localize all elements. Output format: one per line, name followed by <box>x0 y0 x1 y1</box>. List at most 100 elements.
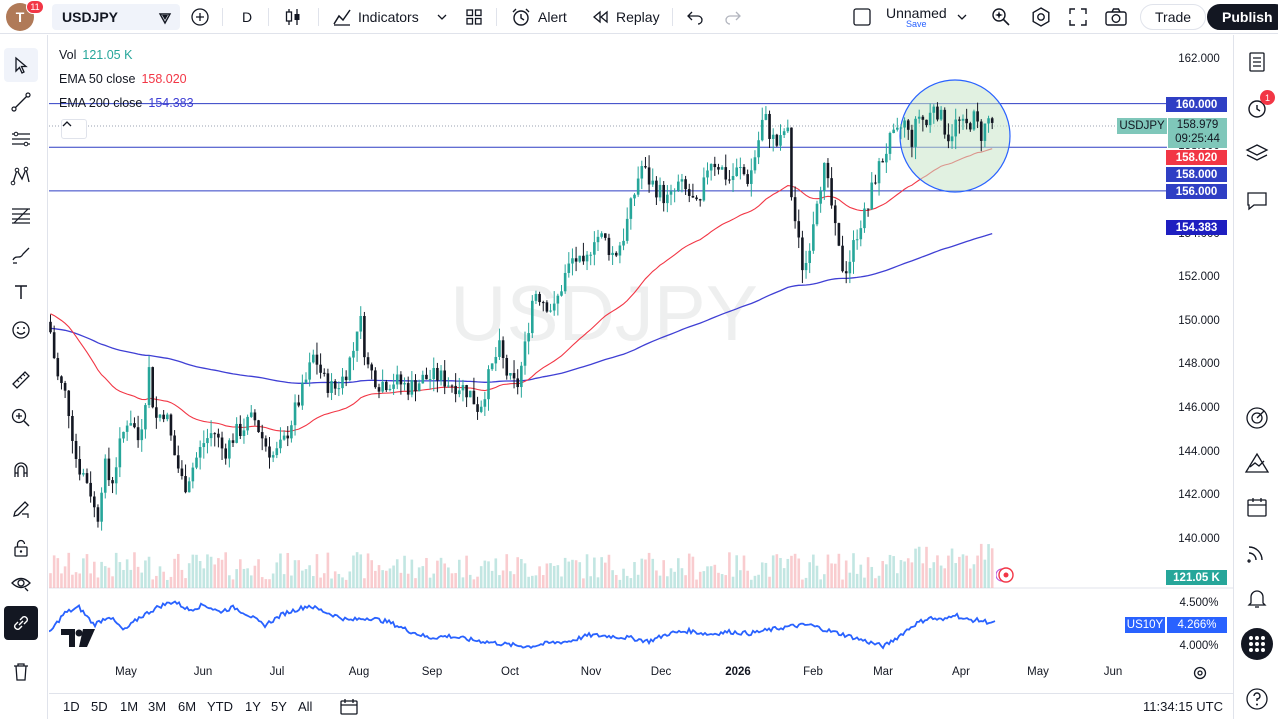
candle-body <box>863 208 866 229</box>
events-marker[interactable] <box>996 567 1032 583</box>
volume-bar <box>724 575 728 588</box>
candle-body <box>173 435 176 456</box>
range-button[interactable]: 5Y <box>271 699 287 714</box>
redo-icon <box>725 11 741 25</box>
candle-body <box>717 167 720 170</box>
alert-button[interactable]: Alert <box>510 0 567 34</box>
volume-bar <box>578 562 582 588</box>
remove-drawings-tool[interactable] <box>4 655 38 689</box>
templates-button[interactable] <box>464 0 484 34</box>
help-button[interactable] <box>1240 682 1274 716</box>
indicators-dropdown[interactable] <box>436 0 448 34</box>
indicators-button[interactable]: Indicators <box>332 0 419 34</box>
layout-checkbox[interactable] <box>852 0 872 34</box>
candle-body <box>253 412 257 421</box>
legend-collapse-button[interactable] <box>61 119 87 139</box>
symbol-info-icon[interactable] <box>158 11 172 28</box>
right-sidebar: 1 <box>1233 35 1278 719</box>
emoji-tool[interactable] <box>4 313 38 347</box>
publish-button[interactable]: Publish <box>1207 4 1278 30</box>
ema50-legend[interactable]: EMA 50 close 158.020 <box>59 70 187 88</box>
range-button[interactable]: All <box>298 699 313 714</box>
pattern-tool[interactable] <box>4 159 38 193</box>
alerts-button[interactable] <box>1240 91 1274 125</box>
ema200-legend-value: 154.383 <box>148 96 194 110</box>
notifications-button[interactable] <box>1240 581 1274 615</box>
settings-button[interactable] <box>1030 0 1052 34</box>
layout-dropdown[interactable] <box>956 0 968 34</box>
candle-body <box>593 242 596 255</box>
trade-button[interactable]: Trade <box>1140 4 1207 30</box>
drawing-mode-tool[interactable] <box>4 492 38 526</box>
candle-body <box>286 435 290 439</box>
price-chart-canvas[interactable]: USDJPY <box>49 35 1233 685</box>
watchlist-button[interactable] <box>1240 45 1274 79</box>
candle-body <box>260 432 264 439</box>
goto-date-button[interactable] <box>339 698 359 719</box>
symbol-search[interactable]: USDJPY <box>52 4 180 30</box>
ema200-price-label: 154.383 <box>1166 220 1227 235</box>
volume-bar <box>906 558 910 588</box>
rss-icon <box>1247 546 1263 563</box>
text-tool[interactable] <box>4 275 38 309</box>
interval-button[interactable]: D <box>242 0 252 34</box>
fullscreen-button[interactable] <box>1068 0 1088 34</box>
volume-bar <box>122 569 125 588</box>
chart-type-button[interactable] <box>284 0 302 34</box>
volume-bar <box>505 554 509 588</box>
candle-body <box>191 467 195 482</box>
clock-display[interactable]: 11:34:15 UTC <box>1143 699 1223 714</box>
range-button[interactable]: 1D <box>63 699 80 714</box>
range-button[interactable]: 6M <box>178 699 197 714</box>
snapshot-button[interactable] <box>1104 0 1128 34</box>
replay-button[interactable]: Replay <box>590 0 660 34</box>
fib-tool[interactable] <box>4 198 38 232</box>
measure-tool[interactable] <box>4 363 38 397</box>
trend-line-tool[interactable] <box>4 85 38 119</box>
range-button[interactable]: 1Y <box>245 699 261 714</box>
chart-pane[interactable]: USDJPY Vol 121.05 K EMA 50 close 158.020… <box>49 35 1233 685</box>
candle-body <box>355 331 359 351</box>
ema200-legend[interactable]: EMA 200 close 154.383 <box>59 94 194 112</box>
horizontal-lines-tool[interactable] <box>4 122 38 156</box>
range-button[interactable]: 3M <box>148 699 167 714</box>
volume-bar <box>370 560 373 588</box>
sync-drawings-tool[interactable] <box>4 606 38 640</box>
candle-body <box>651 180 655 185</box>
news-stream-button[interactable] <box>1240 535 1274 569</box>
volume-legend[interactable]: Vol 121.05 K <box>59 46 132 64</box>
chats-button[interactable] <box>1240 184 1274 218</box>
lock-tool[interactable] <box>4 531 38 565</box>
volume-bar <box>417 567 421 588</box>
volume-bar <box>808 562 811 588</box>
volume-bar <box>275 562 279 588</box>
candle-body <box>950 136 954 142</box>
volume-bar <box>760 562 764 588</box>
zoom-tool[interactable] <box>4 401 38 435</box>
hide-tool[interactable] <box>4 566 38 600</box>
range-button[interactable]: YTD <box>207 699 233 714</box>
range-button[interactable]: 1M <box>120 699 139 714</box>
magnet-tool[interactable] <box>4 453 38 487</box>
volume-bar <box>947 555 950 588</box>
us10y-series-line <box>49 600 996 650</box>
quick-search-button[interactable] <box>990 0 1012 34</box>
price-tick: 150.000 <box>1178 314 1220 327</box>
object-tree-button[interactable] <box>1240 137 1274 171</box>
grid-icon <box>466 9 482 25</box>
candle-body <box>385 381 388 391</box>
brush-tool[interactable] <box>4 238 38 272</box>
undo-button[interactable] <box>686 0 704 34</box>
layout-menu[interactable]: Unnamed Save <box>886 0 947 34</box>
square-icon <box>853 8 871 26</box>
range-button[interactable]: 5D <box>91 699 108 714</box>
ideas-button[interactable] <box>1240 446 1274 480</box>
candle-body <box>932 106 936 113</box>
add-symbol-button[interactable] <box>190 0 210 34</box>
hotlists-button[interactable] <box>1240 401 1274 435</box>
redo-button[interactable] <box>724 0 742 34</box>
calendar-button[interactable] <box>1240 490 1274 524</box>
volume-bar <box>855 573 859 588</box>
products-button[interactable] <box>1240 627 1274 661</box>
cursor-tool[interactable] <box>4 48 38 82</box>
